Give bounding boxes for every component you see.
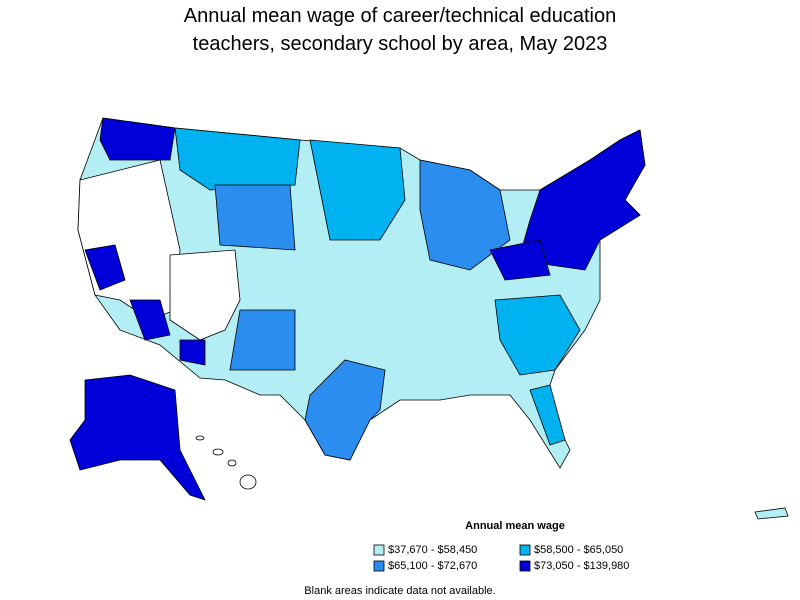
region-blob bbox=[304, 359, 386, 461]
hawaii bbox=[212, 448, 224, 456]
region-blob bbox=[129, 299, 171, 341]
legend-label: $37,670 - $58,450 bbox=[388, 544, 477, 556]
blank-area bbox=[77, 159, 181, 321]
legend-label: $58,500 - $65,050 bbox=[534, 544, 623, 556]
hawaii bbox=[195, 435, 205, 441]
legend-swatch bbox=[373, 544, 385, 556]
title-line: Annual mean wage of career/technical edu… bbox=[184, 5, 617, 27]
hawaii bbox=[239, 474, 257, 490]
legend-label: $65,100 - $72,670 bbox=[388, 560, 477, 572]
region-blob bbox=[229, 309, 296, 371]
hawaii bbox=[227, 459, 237, 467]
region-blob bbox=[489, 239, 551, 281]
region-blob bbox=[529, 384, 566, 446]
alaska bbox=[69, 374, 206, 501]
legend: $37,670 - $58,450 $58,500 - $65,050 $65,10… bbox=[373, 544, 629, 572]
note: Blank areas indicate data not available. bbox=[304, 585, 495, 597]
legend-label: $73,050 - $139,980 bbox=[534, 560, 629, 572]
legend-swatch bbox=[519, 544, 531, 556]
title-line: teachers, secondary school by area, May … bbox=[193, 33, 608, 55]
legend-swatch bbox=[519, 560, 531, 572]
region-blob bbox=[99, 117, 176, 161]
legend-title: Annual mean wage bbox=[465, 520, 565, 532]
map bbox=[69, 117, 789, 520]
legend-swatch bbox=[373, 560, 385, 572]
region-blob bbox=[179, 339, 206, 366]
region-blob bbox=[494, 294, 581, 376]
region-blob bbox=[419, 159, 511, 271]
region-blob bbox=[309, 139, 406, 241]
region-blob bbox=[214, 184, 296, 251]
region-blob bbox=[84, 244, 126, 291]
blank-area bbox=[169, 249, 241, 341]
puerto-rico bbox=[754, 507, 789, 520]
